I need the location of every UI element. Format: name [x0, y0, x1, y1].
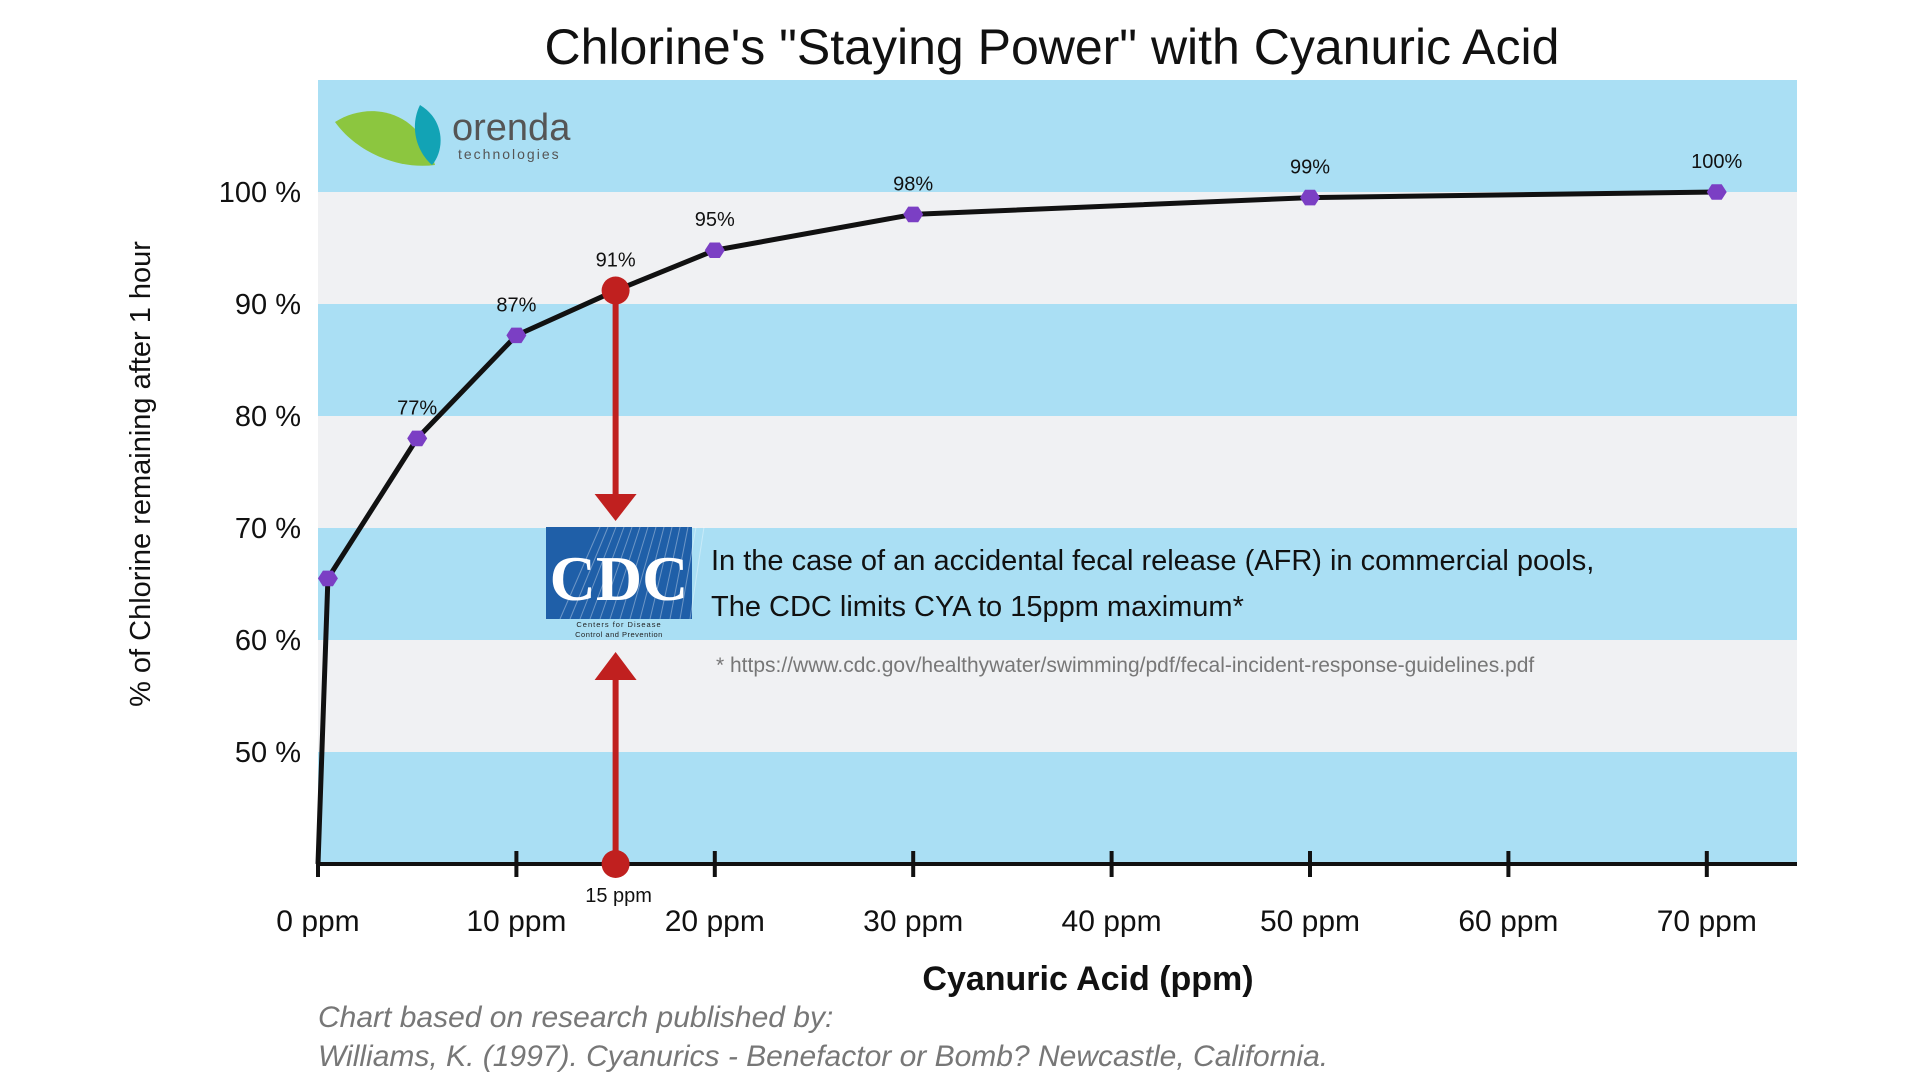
highlight-base-point [601, 850, 630, 878]
chart-title: Chlorine's "Staying Power" with Cyanuric… [545, 19, 1560, 75]
cdc-logo-subtext2: Control and Prevention [575, 630, 663, 639]
credit-line-2: Williams, K. (1997). Cyanurics - Benefac… [318, 1040, 1328, 1073]
cdc-ray [649, 526, 673, 620]
orenda-logo-tagline: technologies [458, 146, 561, 162]
y-tick-label: 70 % [235, 513, 301, 545]
x-tick-label: 70 ppm [1657, 905, 1757, 938]
cdc-ray [669, 526, 689, 620]
y-tick-label: 100 % [219, 177, 301, 209]
data-point [407, 430, 428, 447]
data-point [1706, 184, 1727, 200]
x-tick-label: 20 ppm [665, 905, 765, 938]
y-tick-label: 80 % [235, 401, 301, 433]
highlight-label: 15 ppm [585, 885, 652, 907]
x-tick-label: 50 ppm [1260, 905, 1360, 938]
cdc-ray [609, 526, 641, 620]
data-point [704, 242, 725, 259]
data-label: 100% [1691, 151, 1742, 173]
y-tick-label: 90 % [235, 289, 301, 321]
point-labels: 77% 87% 91% 95% 98% 99% 100% [397, 151, 1742, 419]
band [318, 752, 1797, 864]
highlight-point [601, 276, 630, 305]
y-axis-ticks: 50 % 60 % 70 % 80 % 90 % 100 % [219, 177, 301, 769]
band [318, 80, 1797, 192]
cdc-ray [659, 526, 681, 620]
cdc-ray [559, 526, 601, 620]
cdc-ray [689, 526, 705, 620]
band [318, 640, 1797, 752]
annotation-line-1: In the case of an accidental fecal relea… [711, 545, 1594, 577]
leaf-green-icon [335, 111, 435, 166]
data-point [1300, 189, 1320, 206]
y-tick-label: 60 % [235, 625, 301, 657]
cdc-logo-text: CDC [550, 543, 689, 614]
credit-line-1: Chart based on research published by: [318, 1001, 833, 1034]
data-label: 87% [496, 294, 536, 316]
cdc-ray [679, 526, 697, 620]
data-point [903, 206, 924, 223]
leaf-teal-icon [414, 105, 441, 165]
band [318, 416, 1797, 528]
arrow-up-head [594, 652, 637, 680]
x-tick-label: 40 ppm [1062, 905, 1162, 938]
cdc-logo: CDC Centers for Disease Control and Prev… [546, 526, 705, 639]
data-label: 91% [596, 250, 636, 272]
arrow-down-head [594, 494, 637, 521]
data-point [506, 327, 527, 344]
band [318, 304, 1797, 416]
data-label: 99% [1290, 157, 1330, 179]
cdc-ray [589, 526, 625, 620]
y-axis-label: % of Chlorine remaining after 1 hour [125, 241, 157, 707]
x-axis-label: Cyanuric Acid (ppm) [922, 960, 1253, 998]
orenda-logo-name: orenda [452, 107, 571, 149]
cdc-ray [569, 526, 609, 620]
x-tick-label: 30 ppm [863, 905, 963, 938]
cdc-arrows: 15 ppm [585, 276, 652, 907]
background-bands [318, 80, 1797, 864]
cdc-ray [579, 526, 617, 620]
data-point [317, 570, 338, 587]
cdc-ray [639, 526, 665, 620]
data-label: 98% [893, 173, 933, 195]
data-label: 77% [397, 397, 437, 419]
orenda-logo: orenda technologies [335, 105, 571, 166]
data-label: 95% [695, 209, 735, 231]
x-axis: 0 ppm 10 ppm 20 ppm 30 ppm 40 ppm 50 ppm 60 pp… [276, 851, 1797, 938]
x-tick-label: 0 ppm [276, 905, 359, 938]
x-tick-label: 10 ppm [466, 905, 566, 938]
cdc-logo-subtext1: Centers for Disease [576, 620, 661, 629]
y-tick-label: 50 % [235, 737, 301, 769]
annotation-footnote: * https://www.cdc.gov/healthywater/swimm… [716, 654, 1534, 677]
cdc-ray [619, 526, 649, 620]
x-tick-label: 60 ppm [1458, 905, 1558, 938]
cdc-ray [629, 526, 657, 620]
annotation-line-2: The CDC limits CYA to 15ppm maximum* [711, 591, 1244, 623]
cdc-ray [599, 526, 633, 620]
